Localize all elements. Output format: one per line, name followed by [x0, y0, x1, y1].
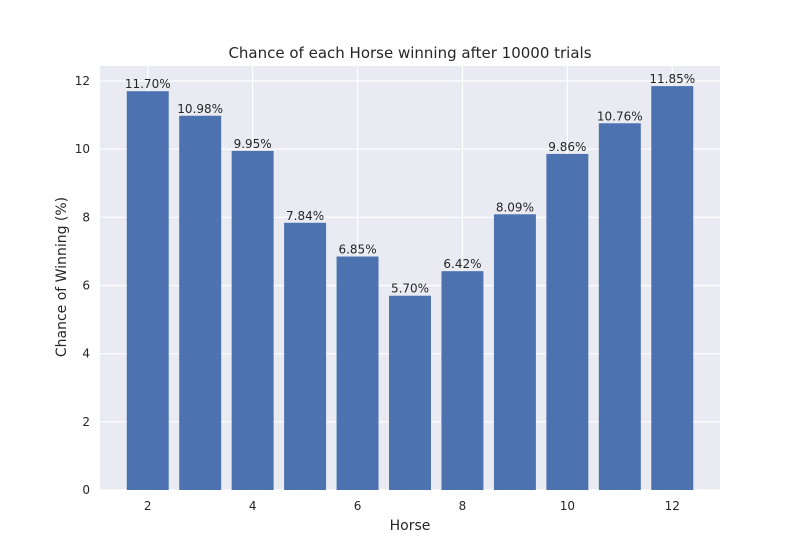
y-tick-label: 8 [82, 210, 90, 224]
bar [546, 153, 589, 491]
bar-value-label: 5.70% [391, 282, 429, 296]
bars [126, 86, 694, 491]
x-tick-label: 8 [459, 499, 467, 513]
bar-value-label: 10.76% [597, 109, 643, 123]
bar [598, 123, 641, 491]
bar [493, 214, 536, 490]
x-tick-label: 12 [665, 499, 680, 513]
bar [651, 86, 694, 491]
bar-value-label: 6.85% [338, 243, 376, 257]
chart-title: Chance of each Horse winning after 10000… [228, 44, 591, 62]
bar [284, 222, 327, 491]
bar-value-label: 8.09% [496, 200, 534, 214]
bar [179, 115, 222, 490]
bar-value-label: 9.95% [234, 137, 272, 151]
x-tick-label: 6 [354, 499, 362, 513]
y-tick-label: 6 [82, 278, 90, 292]
bar-value-label: 7.84% [286, 209, 324, 223]
x-tick-label: 10 [560, 499, 575, 513]
bar-value-labels: 11.70% 10.98% 9.95% 7.84% 6.85% 5.70% 6.42% 8.0… [125, 72, 695, 296]
x-tick-label: 4 [249, 499, 257, 513]
bar-value-label: 11.70% [125, 77, 171, 91]
y-tick-label: 12 [75, 74, 90, 88]
bar [126, 91, 169, 490]
bar [441, 271, 484, 490]
bar-value-label: 10.98% [177, 102, 223, 116]
y-axis-ticks: 0 2 4 6 8 10 12 [75, 74, 90, 497]
bar [336, 256, 379, 490]
y-tick-label: 2 [82, 415, 90, 429]
bar-value-label: 11.85% [649, 72, 695, 86]
bar-value-label: 9.86% [548, 140, 586, 154]
x-axis-label: Horse [390, 518, 431, 534]
bar-value-label: 6.42% [443, 257, 481, 271]
bar [231, 150, 274, 490]
y-tick-label: 0 [82, 483, 90, 497]
y-axis-label: Chance of Winning (%) [54, 197, 70, 357]
y-tick-label: 10 [75, 142, 90, 156]
x-axis-ticks: 2 4 6 8 10 12 [144, 499, 680, 513]
y-tick-label: 4 [82, 347, 90, 361]
bar [389, 295, 431, 490]
x-tick-label: 2 [144, 499, 152, 513]
